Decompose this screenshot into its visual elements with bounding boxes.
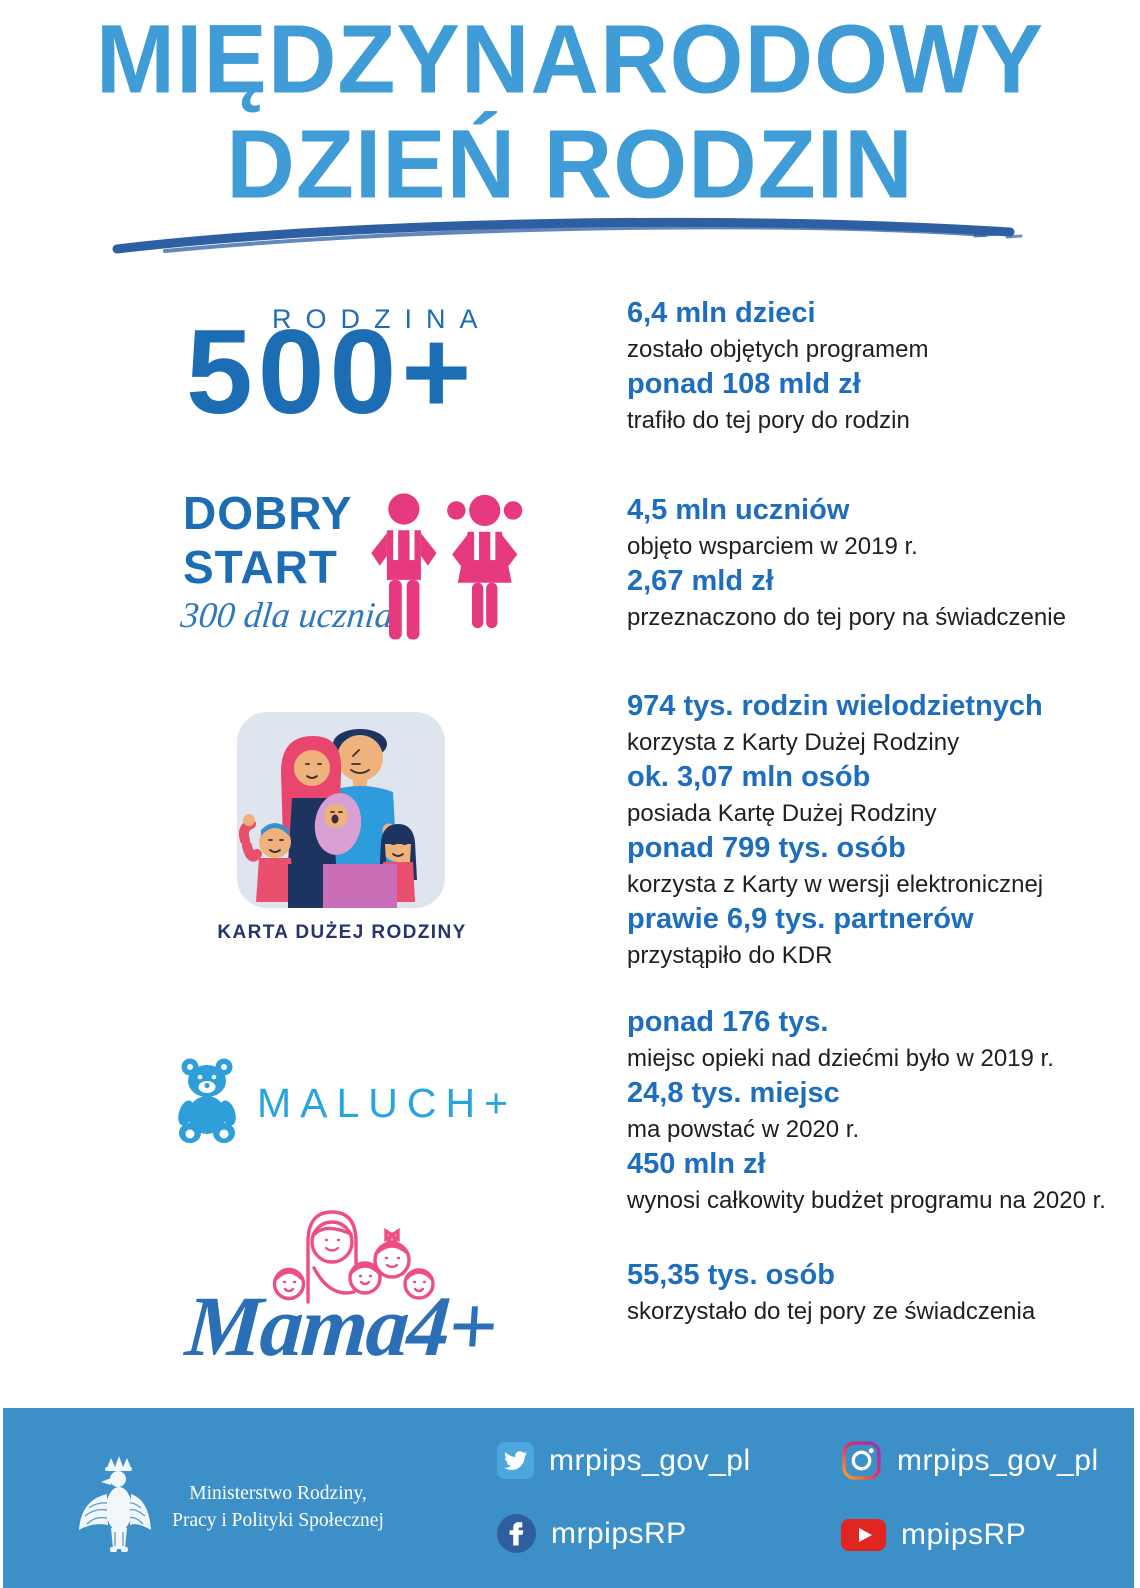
teddy-bear-icon <box>178 1058 236 1143</box>
stat-value: ponad 108 mld zł <box>627 368 861 400</box>
ministry-line-2: Pracy i Polityki Społecznej <box>172 1510 384 1531</box>
instagram-icon <box>842 1441 881 1480</box>
social-instagram: mrpips_gov_pl <box>841 1440 1099 1481</box>
stat-caption: objęto wsparciem w 2019 r. <box>627 532 918 560</box>
maluch-logo-text: MALUCH+ <box>257 1080 518 1126</box>
twitter-handle: mrpips_gov_pl <box>549 1443 751 1477</box>
dobry-start-word-2: START <box>183 541 338 593</box>
instagram-handle: mrpips_gov_pl <box>897 1443 1099 1477</box>
stat-caption: wynosi całkowity budżet programu na 2020… <box>627 1186 1106 1214</box>
stat-value: 4,5 mln uczniów <box>627 494 850 526</box>
stats-rodzina500: 6,4 mln dzieci zostało objętych programe… <box>627 296 1127 438</box>
schoolchildren-icon <box>371 493 523 640</box>
rodzina-500-logo-word: RODZINA <box>272 304 492 334</box>
rodzina-500-logo: RODZINA 500+ <box>186 300 518 440</box>
stat-caption: przystąpiło do KDR <box>627 941 833 969</box>
ministry-line-1: Ministerstwo Rodziny, <box>189 1483 367 1504</box>
youtube-icon <box>841 1519 886 1551</box>
stat-value: 450 mln zł <box>627 1148 766 1180</box>
stat-value: 974 tys. rodzin wielodzietnych <box>627 690 1043 722</box>
stat-caption: trafiło do tej pory do rodzin <box>627 406 910 434</box>
stat-value: ponad 799 tys. osób <box>627 832 906 864</box>
stat-value: prawie 6,9 tys. partnerów <box>627 903 974 935</box>
ministry-name: Ministerstwo Rodziny, Pracy i Polityki S… <box>158 1480 398 1534</box>
stat-value: 55,35 tys. osób <box>627 1259 835 1291</box>
kdr-family-illustration <box>237 712 445 908</box>
dobry-start-logo: DOBRY START 300 dla ucznia <box>179 486 583 651</box>
stats-mama4: 55,35 tys. osób skorzystało do tej pory … <box>627 1258 1127 1329</box>
stat-value: ok. 3,07 mln osób <box>627 761 871 793</box>
twitter-icon <box>497 1442 534 1479</box>
stats-maluch: ponad 176 tys. miejsc opieki nad dziećmi… <box>627 1005 1127 1218</box>
stat-caption: skorzystało do tej pory ze świadczenia <box>627 1297 1036 1325</box>
stat-caption: korzysta z Karty w wersji elektronicznej <box>627 870 1044 898</box>
facebook-handle: mrpipsRP <box>551 1516 687 1550</box>
stat-value: 2,67 mld zł <box>627 565 774 597</box>
stat-caption: przeznaczono do tej pory na świadczenie <box>627 603 1066 631</box>
mama4-family-icon <box>272 1210 435 1304</box>
social-youtube: mpipsRP <box>841 1518 1026 1552</box>
page-title: MIĘDZYNARODOWY DZIEŃ RODZIN <box>0 7 1140 217</box>
brush-underline-decoration <box>112 217 1023 254</box>
footer: Ministerstwo Rodziny, Pracy i Polityki S… <box>3 1408 1134 1588</box>
youtube-handle: mpipsRP <box>901 1518 1027 1551</box>
title-line-1: MIĘDZYNARODOWY <box>95 4 1045 115</box>
stat-caption: korzysta z Karty Dużej Rodziny <box>627 728 960 756</box>
stat-caption: miejsc opieki nad dziećmi było w 2019 r. <box>627 1044 1054 1072</box>
stat-value: 24,8 tys. miejsc <box>627 1077 840 1109</box>
stat-value: ponad 176 tys. <box>627 1006 829 1038</box>
title-line-2: DZIEŃ RODZIN <box>226 109 914 220</box>
social-twitter: mrpips_gov_pl <box>497 1442 751 1479</box>
stat-value: 6,4 mln dzieci <box>627 297 816 329</box>
polish-eagle-emblem <box>79 1456 151 1552</box>
facebook-icon <box>497 1514 536 1553</box>
stat-caption: zostało objętych programem <box>627 335 929 363</box>
dobry-start-word-1: DOBRY <box>183 487 353 539</box>
stat-caption: posiada Kartę Dużej Rodziny <box>627 799 937 827</box>
social-facebook: mrpipsRP <box>497 1514 687 1553</box>
stat-caption: ma powstać w 2020 r. <box>627 1115 860 1143</box>
kdr-caption: KARTA DUŻEJ RODZINY <box>217 922 467 943</box>
dobry-start-tagline: 300 dla ucznia <box>178 595 396 635</box>
stats-kdr: 974 tys. rodzin wielodzietnych korzysta … <box>627 689 1127 973</box>
mama4-logo-text: Mama4+ <box>182 1278 499 1374</box>
rodzina-500-logo-number: 500+ <box>186 305 477 439</box>
stats-dobry-start: 4,5 mln uczniów objęto wsparciem w 2019 … <box>627 493 1127 635</box>
